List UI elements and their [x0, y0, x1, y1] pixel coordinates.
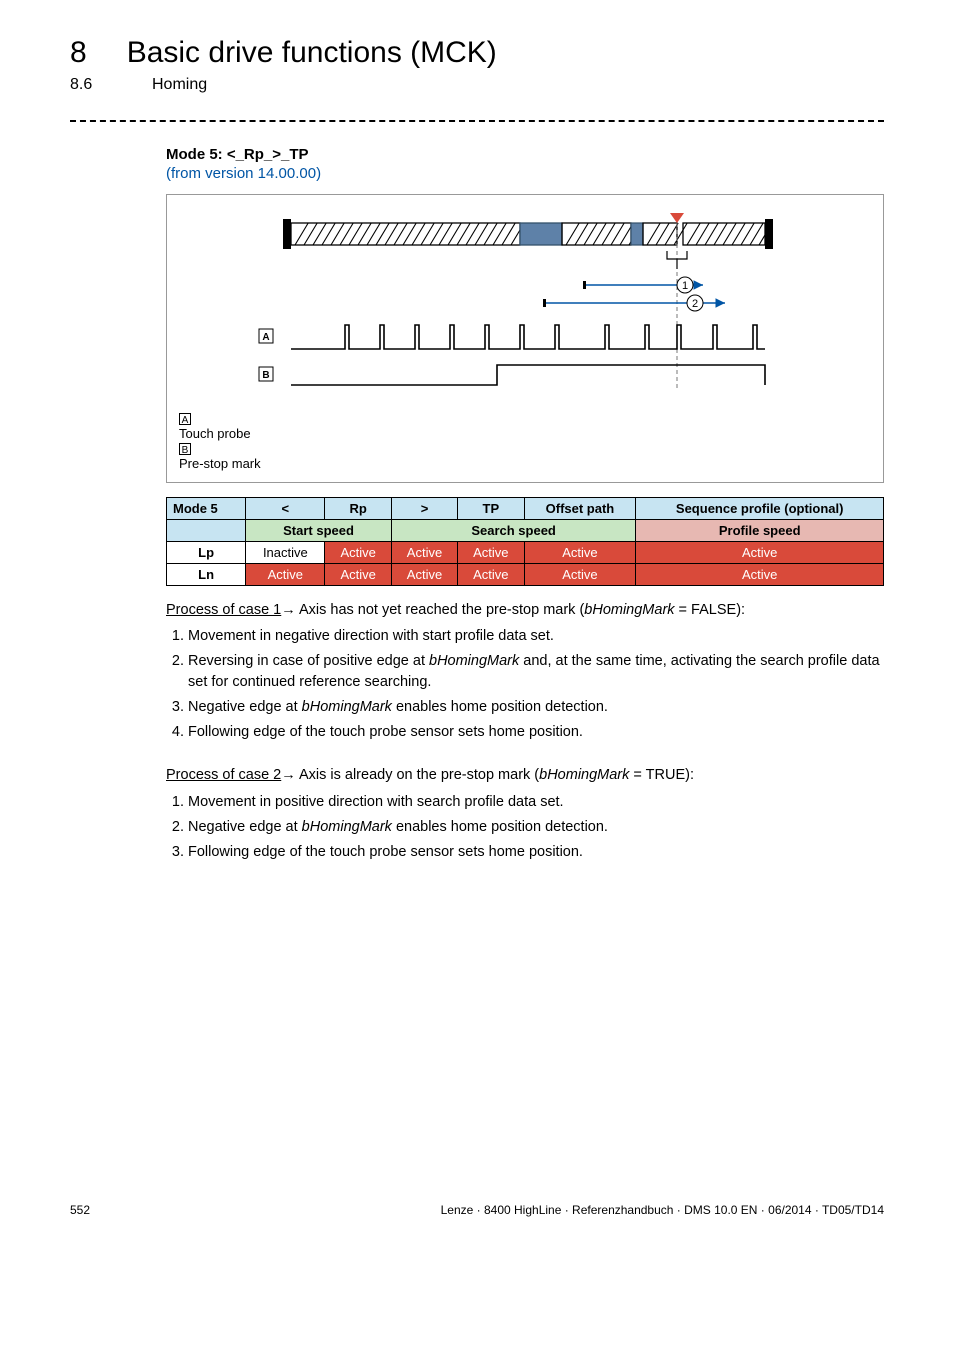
legend-b: BPre-stop mark — [179, 443, 871, 473]
footer-reference: Lenze · 8400 HighLine · Referenzhandbuch… — [441, 1203, 884, 1217]
section-number: 8.6 — [70, 76, 112, 94]
page-number: 552 — [70, 1203, 90, 1217]
mode-title: Mode 5: <_Rp_>_TP — [166, 146, 884, 163]
homing-diagram: 12 A B ATouch probe BPre-stop mark — [166, 194, 884, 483]
divider — [70, 120, 884, 122]
step-item: Following edge of the touch probe sensor… — [188, 842, 884, 863]
case1-intro: Process of case 1 → Axis has not yet rea… — [166, 600, 884, 620]
case1-steps: Movement in negative direction with star… — [166, 626, 884, 743]
case2-intro: Process of case 2 → Axis is already on t… — [166, 765, 884, 785]
step-item: Negative edge at bHomingMark enables hom… — [188, 817, 884, 838]
step-item: Movement in positive direction with sear… — [188, 792, 884, 813]
mode-table: Mode 5<Rp>TPOffset pathSequence profile … — [166, 497, 884, 586]
svg-text:B: B — [262, 370, 269, 381]
svg-text:1: 1 — [682, 280, 688, 292]
version-note: (from version 14.00.00) — [166, 165, 884, 182]
step-item: Negative edge at bHomingMark enables hom… — [188, 697, 884, 718]
chapter-number: 8 — [70, 36, 87, 70]
step-item: Following edge of the touch probe sensor… — [188, 722, 884, 743]
step-item: Movement in negative direction with star… — [188, 626, 884, 647]
diagram-svg: 12 A B — [205, 207, 845, 407]
svg-text:2: 2 — [692, 298, 698, 310]
chapter-title: Basic drive functions (MCK) — [127, 36, 497, 70]
svg-text:A: A — [262, 332, 269, 343]
case2-steps: Movement in positive direction with sear… — [166, 792, 884, 863]
section-title: Homing — [152, 76, 207, 94]
step-item: Reversing in case of positive edge at bH… — [188, 651, 884, 693]
legend-a: ATouch probe — [179, 413, 871, 443]
